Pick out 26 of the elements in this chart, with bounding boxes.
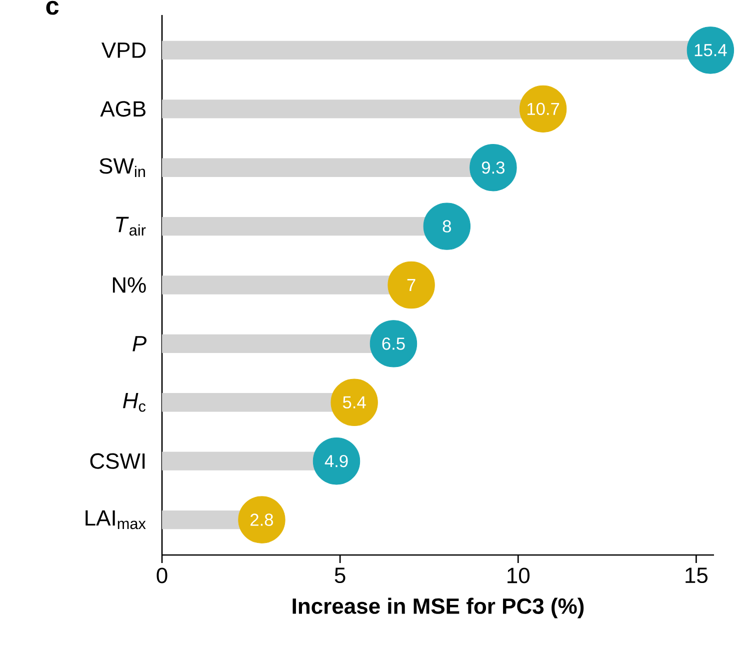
y-tick-label: H$_{c}$	[123, 393, 146, 412]
data-label: 7	[407, 279, 416, 291]
y-tick-label: AGB	[100, 101, 146, 117]
data-label: 2.8	[250, 514, 274, 526]
y-tick-label: VPD	[101, 42, 146, 58]
x-tick-label: 0	[156, 568, 168, 584]
y-tick-label: LAI$_{max}$	[86, 510, 146, 530]
x-tick-label: 5	[334, 568, 346, 584]
data-label: 15.4	[694, 44, 727, 56]
data-label: 5.4	[342, 396, 366, 408]
y-tick-label: P	[132, 336, 146, 352]
data-label: 8	[442, 220, 451, 232]
chart-title: c	[46, 0, 59, 15]
y-tick-label: SW$_{in}$	[100, 158, 145, 178]
y-tick-label: N%	[112, 277, 146, 293]
x-tick-label: 15	[686, 568, 708, 584]
x-axis-title: Increase in MSE for PC3 (%)	[292, 598, 584, 618]
data-label: 6.5	[382, 338, 405, 350]
data-label: 9.3	[482, 161, 504, 174]
y-tick-label: CSWI	[90, 453, 145, 469]
data-label: 10.7	[528, 102, 560, 116]
y-tick-label: T$_{air}$	[116, 216, 146, 236]
point	[423, 202, 471, 250]
point	[388, 261, 435, 309]
data-label: 4.9	[324, 454, 348, 468]
x-tick-label: 10	[508, 568, 530, 584]
